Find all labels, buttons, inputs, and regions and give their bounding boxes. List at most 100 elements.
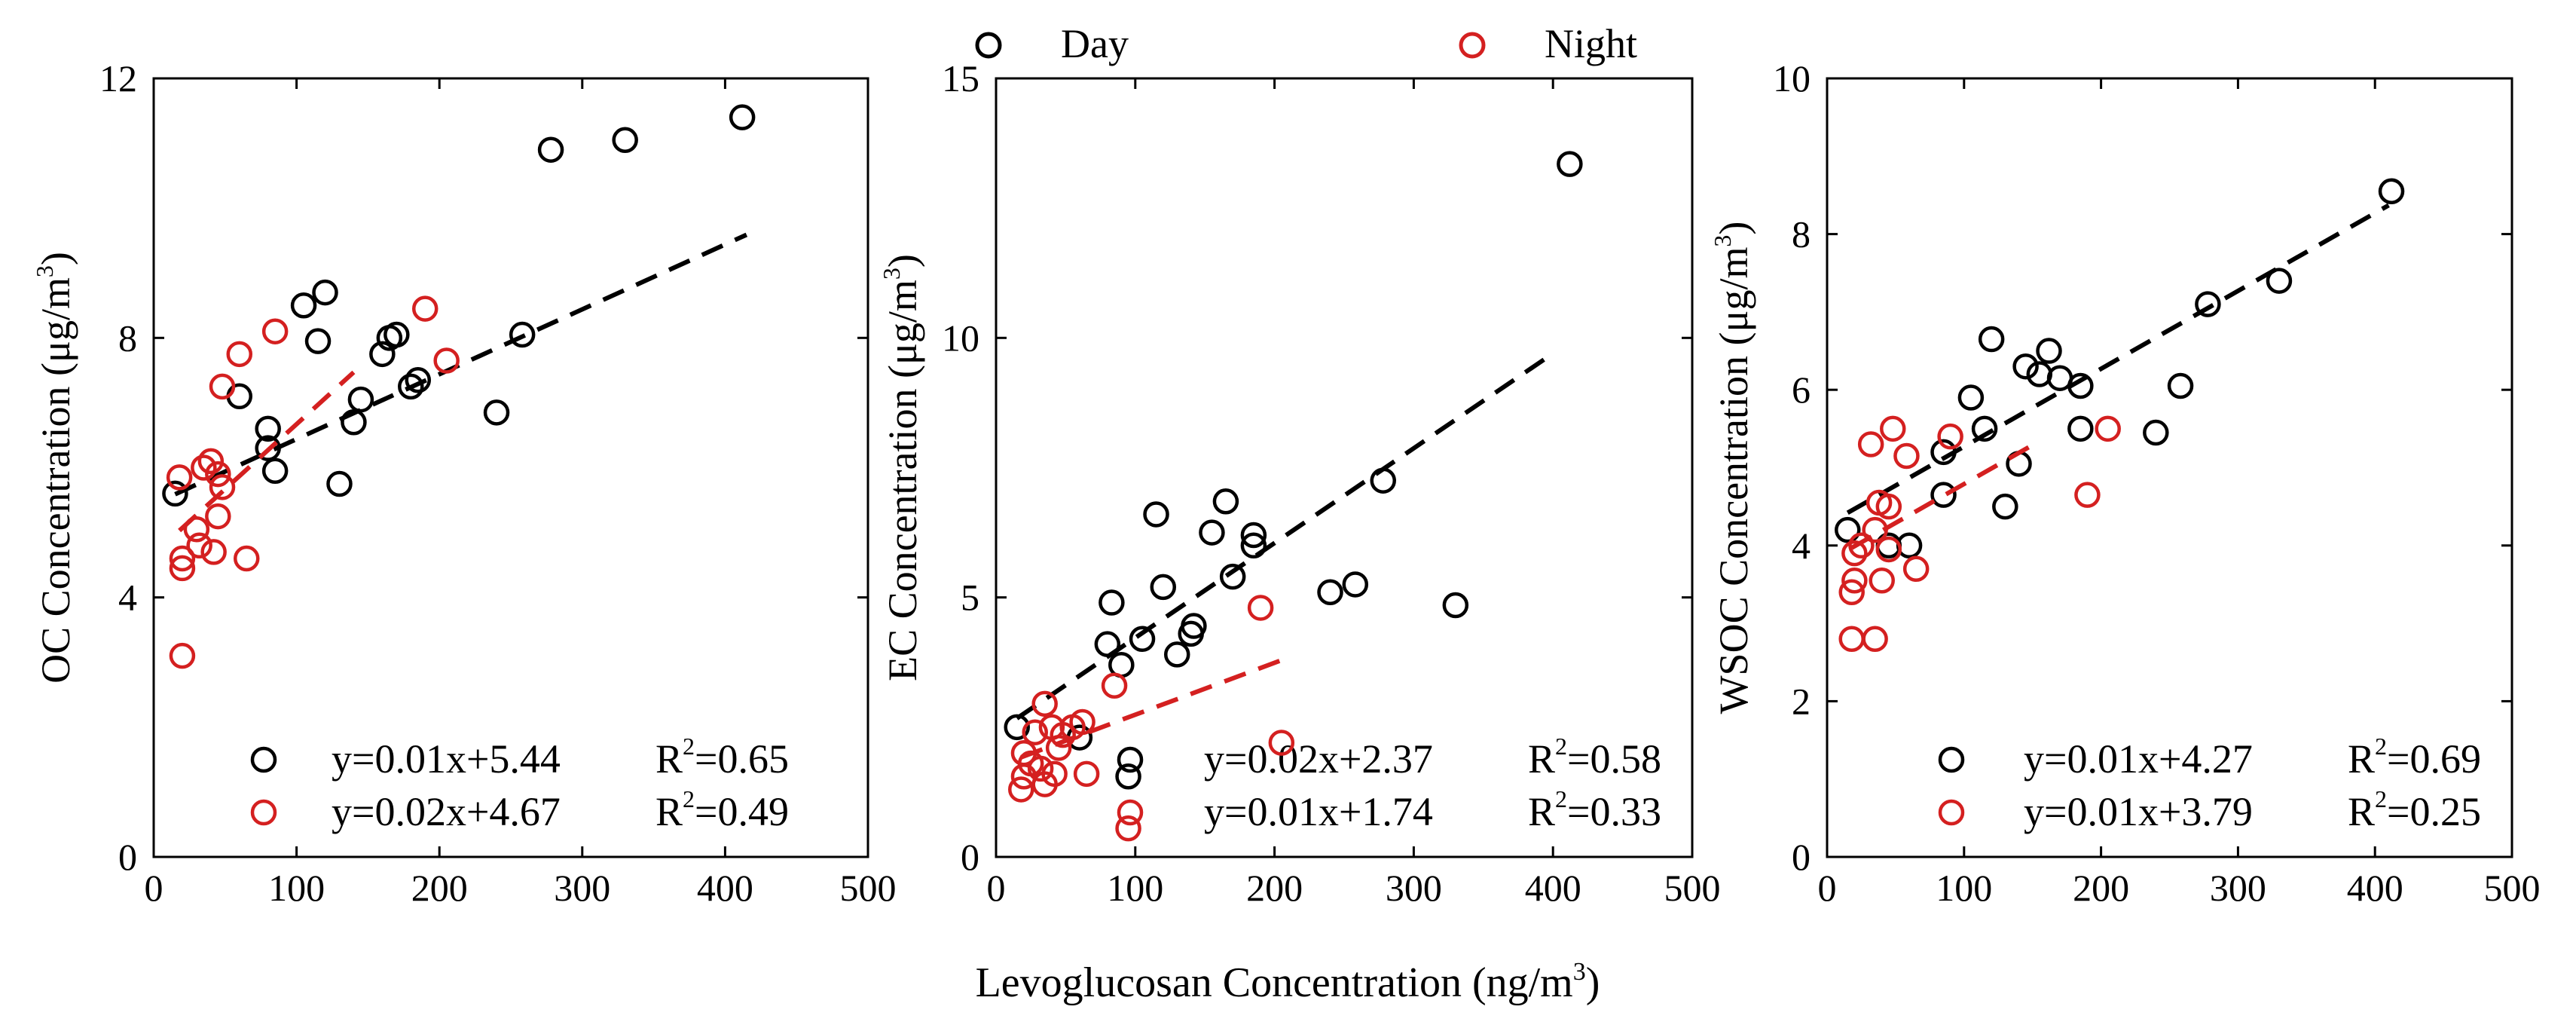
ec-day-point	[1219, 563, 1246, 590]
oc-day-fit-line	[174, 232, 748, 497]
oc-y-tick-label: 0	[118, 836, 137, 878]
ec-legend-night-r2-sup: 2	[1555, 785, 1567, 812]
ec-x-tick-label: 200	[1246, 867, 1303, 909]
oc-day-point	[347, 386, 374, 413]
ec-day-point	[1115, 763, 1141, 790]
ec-day-point	[1199, 519, 1225, 546]
oc-y-tick-label: 12	[99, 57, 137, 99]
wsoc-y-tick-label: 10	[1773, 57, 1811, 99]
ec-night-point	[1027, 755, 1054, 782]
oc-legend-day-marker	[250, 746, 277, 773]
wsoc-night-point	[1875, 493, 1902, 520]
wsoc-legend-night-r2-sup: 2	[2375, 785, 2387, 812]
oc-x-tick-label: 500	[840, 867, 897, 909]
wsoc-day-point	[1957, 384, 1985, 411]
wsoc-y-axis-label-sup: 3	[1709, 235, 1736, 247]
oc-day-point	[405, 367, 432, 393]
wsoc-legend-night-r2-label: R	[2348, 789, 2375, 834]
ec-day-point	[1099, 589, 1125, 616]
ec-day-point	[1004, 714, 1030, 741]
ec-night-point	[1101, 672, 1128, 699]
oc-day-point	[729, 104, 756, 130]
oc-night-point	[183, 516, 210, 543]
oc-y-tick-label: 8	[118, 317, 137, 359]
wsoc-night-point	[1937, 423, 1963, 450]
ec-night-point	[1073, 760, 1100, 788]
wsoc-y-tick-label: 6	[1792, 369, 1811, 411]
ec-day-point	[1163, 641, 1190, 668]
ec-plot-frame	[995, 77, 1694, 858]
oc-y-axis-label: OC Concentration (μg/m3)	[31, 252, 78, 684]
wsoc-legend-night-equation: y=0.01x+3.79	[2024, 789, 2253, 834]
x-axis-label: Levoglucosan Concentration (ng/m3)	[976, 958, 1600, 1006]
ec-day-point	[1150, 574, 1177, 601]
oc-night-point	[197, 448, 225, 475]
wsoc-night-point	[1841, 540, 1868, 567]
wsoc-legend-night-r2-value: =0.25	[2387, 789, 2481, 834]
legend-night-marker	[1459, 32, 1486, 59]
wsoc-night-point	[1838, 579, 1865, 606]
oc-night-point	[169, 545, 196, 572]
ec-day-fit-line	[1016, 351, 1554, 721]
ec-day-point	[1442, 592, 1469, 619]
oc-night-point	[233, 545, 260, 572]
oc-day-point	[290, 292, 317, 319]
ec-night-point	[1115, 815, 1141, 842]
ec-legend-day-marker	[1117, 746, 1144, 773]
oc-day-point	[326, 470, 353, 497]
ec-night-point	[1031, 690, 1058, 717]
ec-legend-day-r2-sup: 2	[1555, 733, 1567, 760]
oc-day-point	[162, 480, 188, 507]
oc-legend-day-r2-sup: 2	[683, 733, 695, 760]
ec-x-tick-label: 500	[1664, 867, 1721, 909]
ec-x-tick-label: 0	[987, 867, 1006, 909]
wsoc-panel: 0 100 200 300 400 500 0 2 4 6 8 10 WSOC Concentratio…	[1709, 57, 2541, 909]
oc-x-tick-label: 300	[554, 867, 610, 909]
wsoc-night-point	[2095, 415, 2121, 442]
oc-day-point	[537, 136, 564, 163]
wsoc-legend-day-r2-label: R	[2348, 736, 2375, 782]
wsoc-night-point	[1875, 536, 1902, 563]
wsoc-night-point	[1848, 532, 1875, 559]
wsoc-y-axis-label: WSOC Concentration (μg/m3)	[1709, 222, 1756, 714]
wsoc-plot-frame	[1826, 77, 2513, 858]
oc-night-point	[169, 555, 196, 582]
oc-night-point	[186, 532, 212, 559]
wsoc-day-point	[2167, 372, 2194, 399]
ec-day-point	[1240, 532, 1267, 559]
wsoc-x-tick-label: 400	[2347, 867, 2403, 909]
wsoc-day-point	[2195, 291, 2221, 317]
ec-legend-night-r2: R2=0.33	[1528, 785, 1661, 834]
ec-night-point	[1045, 735, 1072, 761]
wsoc-night-point	[1862, 516, 1888, 543]
oc-night-point	[226, 341, 253, 368]
ec-legend-day-equation: y=0.02x+2.37	[1204, 736, 1433, 782]
ec-legend-day-r2: R2=0.58	[1528, 733, 1661, 782]
ec-night-point	[1247, 595, 1274, 621]
oc-legend-night-r2-label: R	[655, 789, 683, 834]
oc-x-tick-label: 100	[268, 867, 325, 909]
wsoc-day-point	[1992, 493, 2018, 520]
oc-legend-day-r2-value: =0.65	[695, 736, 789, 782]
oc-night-fit-line	[178, 370, 356, 533]
oc-night-point	[411, 295, 439, 322]
wsoc-y-tick-label: 0	[1792, 836, 1811, 878]
legend-day-marker	[975, 32, 1002, 59]
legend-night-label: Night	[1545, 21, 1637, 66]
ec-day-point	[1240, 522, 1267, 549]
oc-day-point	[483, 399, 510, 426]
ec-day-point	[1370, 467, 1396, 494]
oc-night-point	[191, 454, 217, 481]
oc-day-point	[398, 373, 424, 400]
oc-night-point	[209, 373, 236, 400]
wsoc-day-point	[2036, 338, 2062, 364]
ec-day-point	[1342, 571, 1369, 598]
wsoc-night-point	[1857, 431, 1884, 457]
wsoc-legend-day-equation: y=0.01x+4.27	[2024, 736, 2253, 782]
oc-x-tick-label: 200	[411, 867, 468, 909]
ec-day-point	[1129, 626, 1156, 653]
wsoc-x-tick-label: 0	[1818, 867, 1837, 909]
wsoc-x-tick-label: 100	[1936, 867, 1992, 909]
oc-night-point	[205, 503, 231, 530]
ec-x-tick-label: 400	[1525, 867, 1581, 909]
